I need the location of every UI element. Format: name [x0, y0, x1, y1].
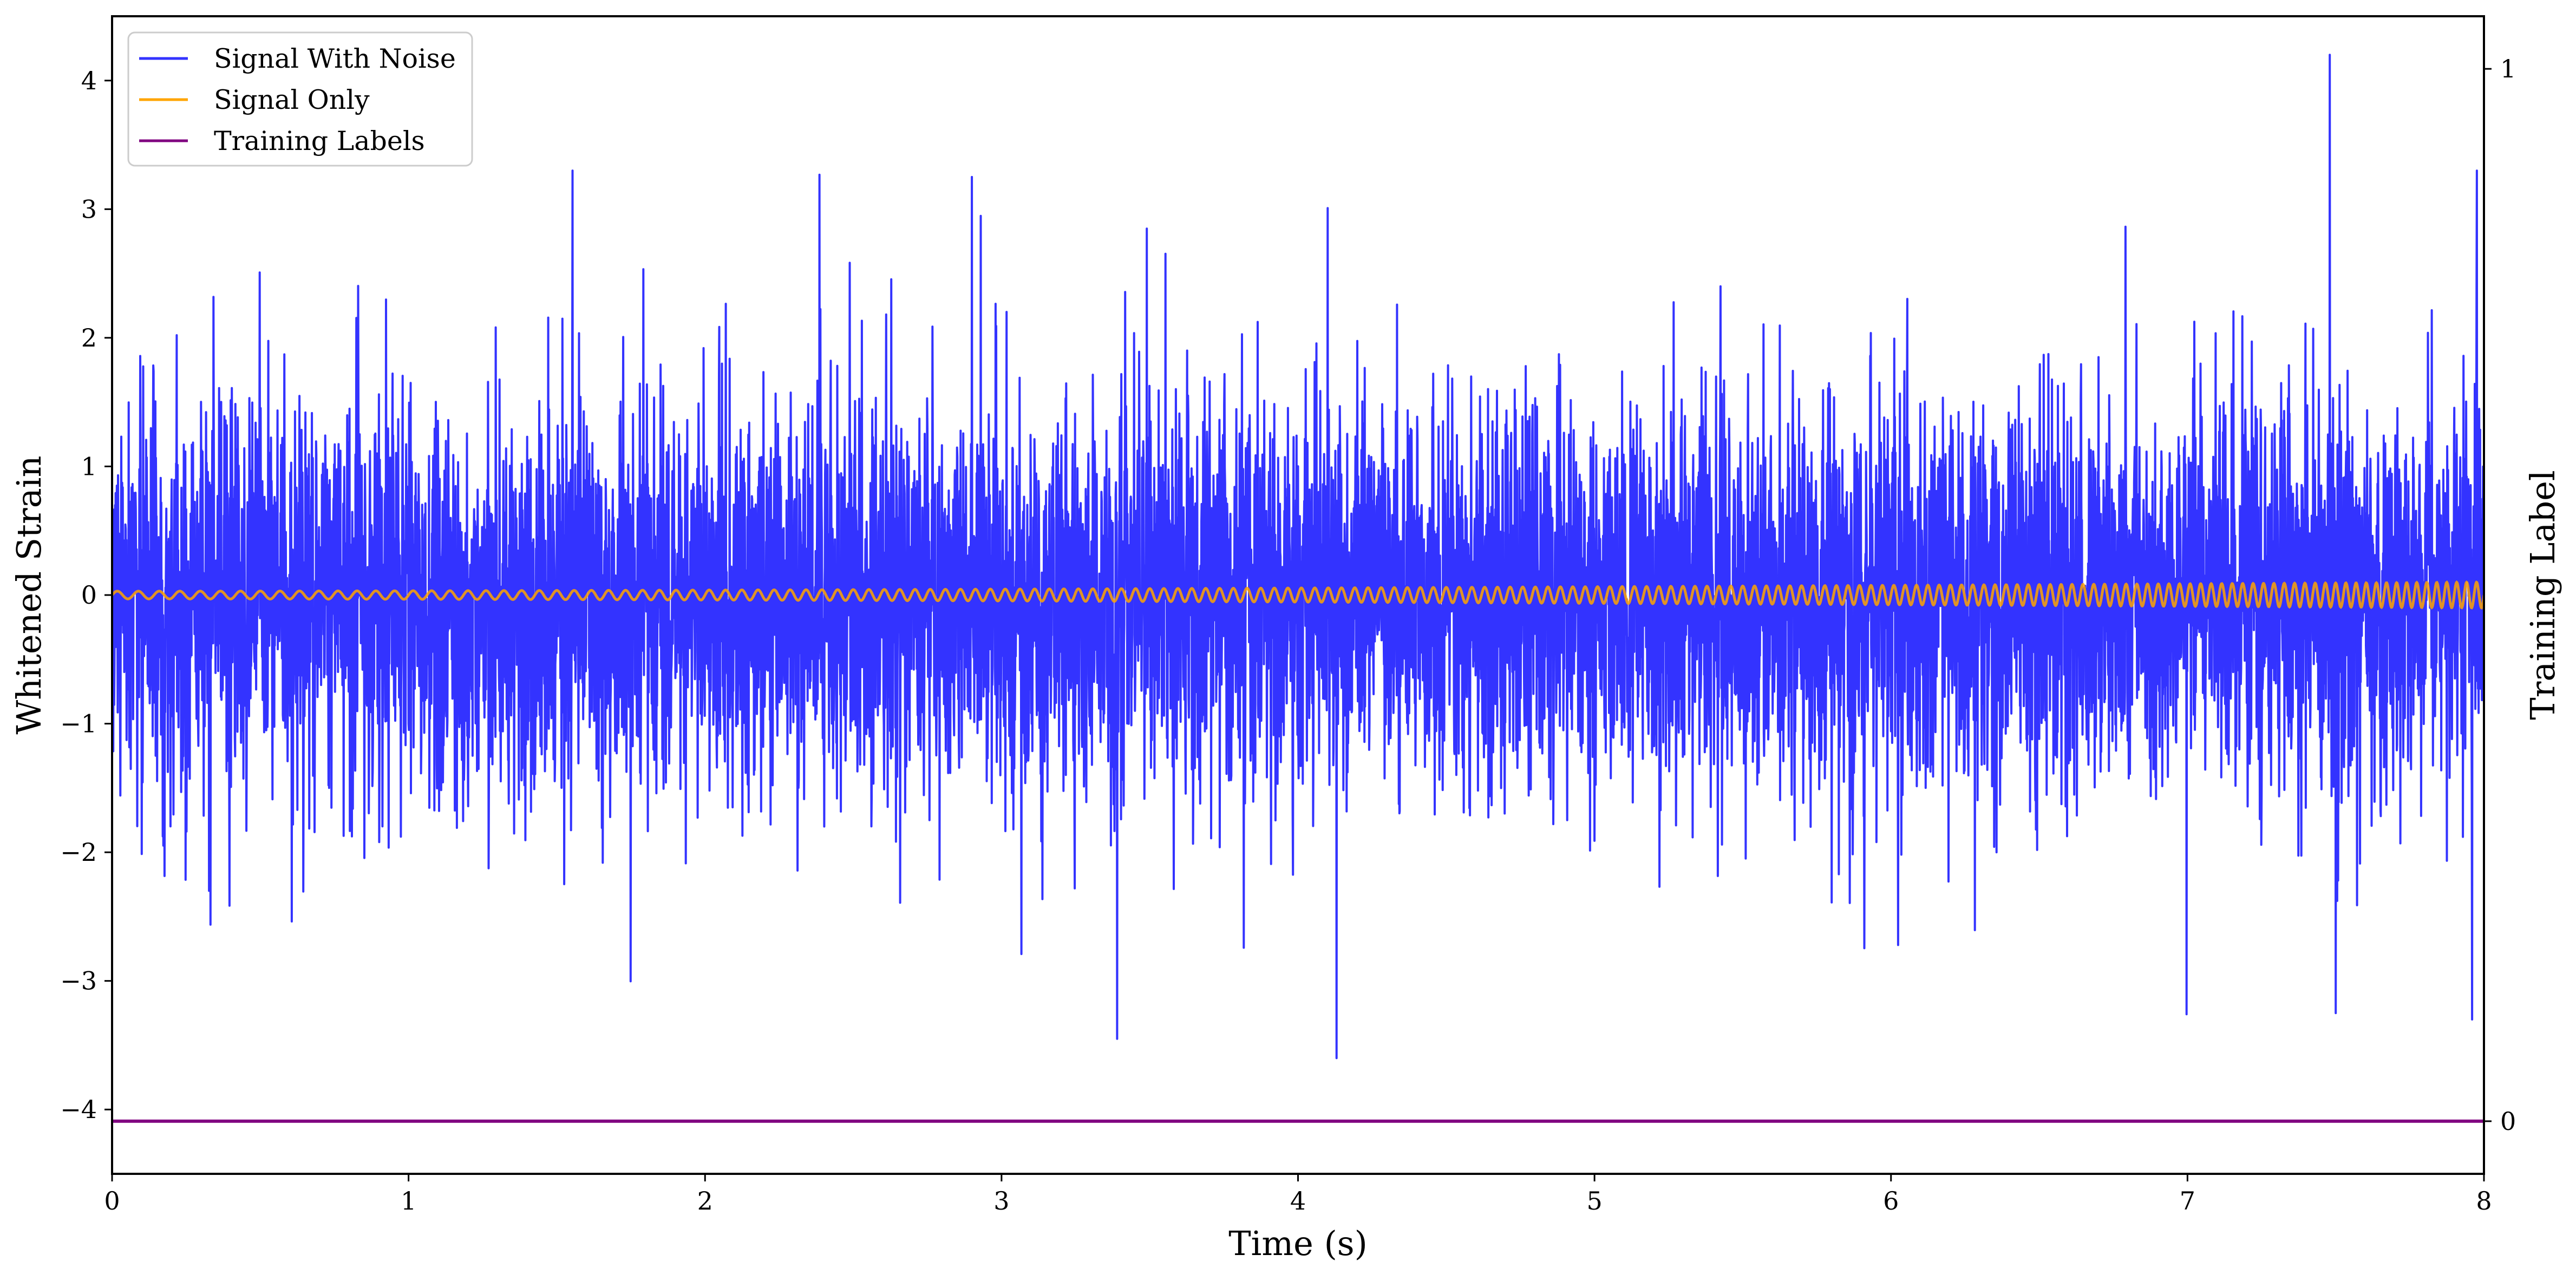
y2-axis-title: Training Label	[2523, 470, 2562, 720]
y-axis-title: Whitened Strain	[9, 456, 49, 735]
plot-area	[112, 54, 2484, 1123]
y-tick-label: −2	[60, 838, 97, 867]
y-axis-right: 10	[2484, 54, 2516, 1136]
x-tick-label: 7	[2180, 1186, 2195, 1216]
y-tick-label: −3	[60, 966, 97, 996]
y-tick-label: 1	[81, 452, 97, 481]
x-tick-label: 4	[1290, 1186, 1306, 1216]
y-tick-label: 0	[81, 580, 97, 610]
legend-box	[127, 31, 473, 167]
legend-label-signal-only: Signal Only	[214, 84, 370, 115]
x-tick-label: 2	[697, 1186, 713, 1216]
x-axis: 0 1 2 3 4 5 6 7 8	[104, 1174, 2492, 1216]
y-tick-label: 2	[81, 323, 97, 352]
y-axis-left: 4 3 2 1 0 −1 −2 −3 −4	[60, 66, 112, 1124]
x-tick-label: 6	[1883, 1186, 1899, 1216]
legend-label-signal-with-noise: Signal With Noise	[214, 43, 456, 74]
series-signal-only-line	[112, 580, 2484, 610]
y2-tick-label: 1	[2500, 54, 2516, 83]
x-tick-label: 1	[401, 1186, 416, 1216]
legend-label-training-labels: Training Labels	[214, 126, 425, 156]
legend: Signal With Noise Signal Only Training L…	[127, 31, 473, 167]
x-tick-label: 3	[993, 1186, 1009, 1216]
x-tick-label: 0	[104, 1186, 120, 1216]
y-tick-label: 4	[81, 66, 97, 95]
x-tick-label: 5	[1586, 1186, 1602, 1216]
x-tick-label: 8	[2476, 1186, 2492, 1216]
x-axis-title: Time (s)	[1228, 1224, 1368, 1263]
y-tick-label: −1	[60, 709, 97, 739]
series-signal-with-noise-line	[112, 54, 2484, 1060]
y2-tick-label: 0	[2500, 1107, 2516, 1136]
y-tick-label: −4	[60, 1095, 97, 1124]
y-tick-label: 3	[81, 194, 97, 224]
